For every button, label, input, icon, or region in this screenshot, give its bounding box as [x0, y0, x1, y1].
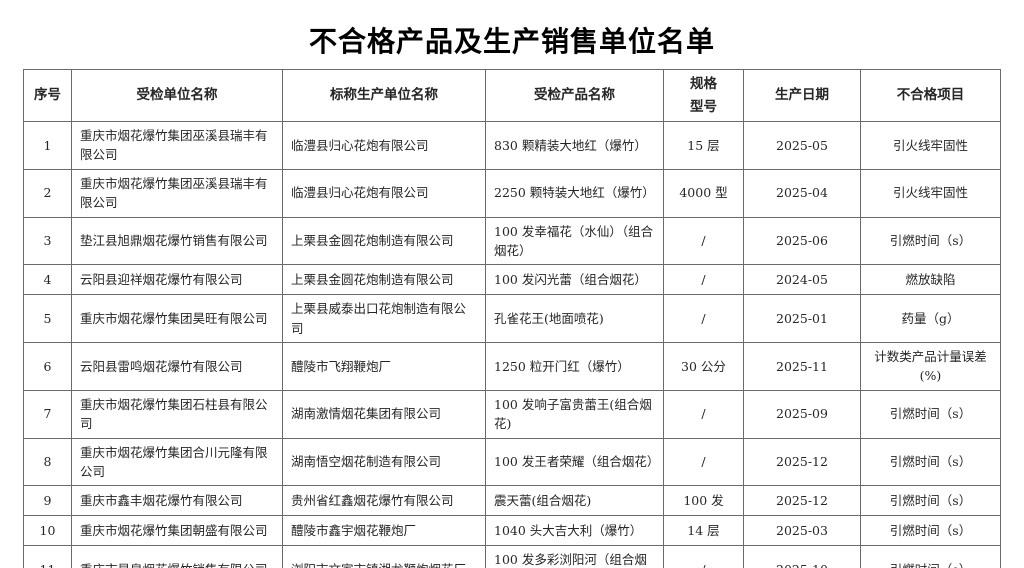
- cell-defect-item: 引燃时间（s）: [860, 545, 1001, 568]
- header-spec: 规格 型号: [663, 69, 744, 122]
- cell-spec: /: [663, 389, 744, 439]
- cell-defect-item: 燃放缺陷: [860, 264, 1001, 296]
- cell-inspected-unit: 云阳县雷鸣烟花爆竹有限公司: [71, 342, 283, 391]
- cell-spec: 15 层: [663, 121, 744, 170]
- cell-defect-item: 引燃时间（s）: [860, 485, 1001, 517]
- cell-production-date: 2025-03: [743, 515, 861, 547]
- cell-product: 100 发王者荣耀（组合烟花）: [485, 437, 664, 487]
- header-inspected-unit: 受检单位名称: [71, 69, 283, 122]
- cell-spec: 4000 型: [663, 168, 744, 218]
- table-row: 11重庆市星泉烟花爆竹销售有限公司浏阳市文家市镇湘龙鞭炮烟花厂100 发多彩浏阳…: [23, 545, 1001, 568]
- cell-producer: 临澧县归心花炮有限公司: [282, 168, 486, 218]
- cell-production-date: 2024-05: [743, 264, 861, 296]
- cell-product: 孔雀花王(地面喷花): [485, 294, 664, 343]
- cell-inspected-unit: 重庆市烟花爆竹集团合川元隆有限公司: [71, 437, 283, 487]
- cell-product: 震天蕾(组合烟花): [485, 485, 664, 517]
- cell-index: 7: [23, 389, 72, 439]
- cell-inspected-unit: 重庆市烟花爆竹集团石柱县有限公司: [71, 389, 283, 439]
- cell-inspected-unit: 重庆市星泉烟花爆竹销售有限公司: [71, 545, 283, 568]
- cell-index: 1: [23, 121, 72, 170]
- cell-inspected-unit: 重庆市鑫丰烟花爆竹有限公司: [71, 485, 283, 517]
- header-index: 序号: [23, 69, 72, 122]
- cell-index: 8: [23, 437, 72, 487]
- header-product: 受检产品名称: [485, 69, 664, 122]
- table-header-row: 序号 受检单位名称 标称生产单位名称 受检产品名称 规格 型号 生产日期 不合格…: [23, 69, 1001, 122]
- cell-product: 1040 头大吉大利（爆竹）: [485, 515, 664, 547]
- cell-index: 2: [23, 168, 72, 218]
- cell-index: 6: [23, 342, 72, 391]
- page-title: 不合格产品及生产销售单位名单: [308, 25, 715, 58]
- table-row: 2 重庆市烟花爆竹集团巫溪县瑞丰有限公司 临澧县归心花炮有限公司 2250 颗特装大地…: [23, 168, 1001, 218]
- cell-index: 10: [23, 515, 72, 547]
- cell-production-date: 2025-05: [743, 121, 861, 170]
- cell-spec: 100 发: [663, 485, 744, 517]
- table-row: 6 云阳县雷鸣烟花爆竹有限公司 醴陵市飞翔鞭炮厂 1250 粒开门红（爆竹） 30 公分…: [23, 342, 1001, 391]
- cell-defect-item: 引燃时间（s）: [860, 216, 1001, 266]
- cell-inspected-unit: 重庆市烟花爆竹集团朝盛有限公司: [71, 515, 283, 547]
- cell-production-date: 2025-10: [743, 545, 861, 568]
- cell-product: 100 发响子富贵蕾王(组合烟花): [485, 389, 664, 439]
- table-row: 7 重庆市烟花爆竹集团石柱县有限公司 湖南激情烟花集团有限公司 100 发响子富贵蕾王…: [23, 389, 1001, 439]
- cell-product: 100 发幸福花（水仙）（组合烟花）: [485, 216, 664, 266]
- cell-index: 9: [23, 485, 72, 517]
- cell-production-date: 2025-04: [743, 168, 861, 218]
- cell-inspected-unit: 重庆市烟花爆竹集团巫溪县瑞丰有限公司: [71, 168, 283, 218]
- cell-product: 830 颗精装大地红（爆竹）: [485, 121, 664, 170]
- cell-production-date: 2025-12: [743, 485, 861, 517]
- cell-producer: 贵州省红鑫烟花爆竹有限公司: [282, 485, 486, 517]
- header-defect-item: 不合格项目: [860, 69, 1001, 122]
- cell-inspected-unit: 重庆市烟花爆竹集团巫溪县瑞丰有限公司: [71, 121, 283, 170]
- cell-defect-item: 引火线牢固性: [860, 121, 1001, 170]
- cell-production-date: 2025-11: [743, 342, 861, 391]
- cell-production-date: 2025-06: [743, 216, 861, 266]
- cell-producer: 上栗县金圆花炮制造有限公司: [282, 264, 486, 296]
- cell-spec: /: [663, 437, 744, 487]
- cell-defect-item: 引燃时间（s）: [860, 515, 1001, 547]
- cell-production-date: 2025-12: [743, 437, 861, 487]
- header-production-date: 生产日期: [743, 69, 861, 122]
- cell-defect-item: 引燃时间（s）: [860, 437, 1001, 487]
- cell-spec: /: [663, 216, 744, 266]
- cell-inspected-unit: 垫江县旭鼎烟花爆竹销售有限公司: [71, 216, 283, 266]
- cell-product: 100 发多彩浏阳河（组合烟花）: [485, 545, 664, 568]
- table-row: 9 重庆市鑫丰烟花爆竹有限公司 贵州省红鑫烟花爆竹有限公司 震天蕾(组合烟花) 100 …: [23, 485, 1001, 517]
- table-row: 4 云阳县迎祥烟花爆竹有限公司 上栗县金圆花炮制造有限公司 100 发闪光蕾（组合烟花…: [23, 264, 1001, 296]
- cell-producer: 湖南悟空烟花制造有限公司: [282, 437, 486, 487]
- cell-inspected-unit: 重庆市烟花爆竹集团昊旺有限公司: [71, 294, 283, 343]
- cell-defect-item: 引燃时间（s）: [860, 389, 1001, 439]
- table-row: 8 重庆市烟花爆竹集团合川元隆有限公司 湖南悟空烟花制造有限公司 100 发王者荣耀（…: [23, 437, 1001, 487]
- cell-producer: 浏阳市文家市镇湘龙鞭炮烟花厂: [282, 545, 486, 568]
- cell-index: 5: [23, 294, 72, 343]
- cell-producer: 临澧县归心花炮有限公司: [282, 121, 486, 170]
- cell-defect-item: 引火线牢固性: [860, 168, 1001, 218]
- cell-producer: 醴陵市鑫宇烟花鞭炮厂: [282, 515, 486, 547]
- cell-production-date: 2025-01: [743, 294, 861, 343]
- cell-producer: 上栗县威泰出口花炮制造有限公司: [282, 294, 486, 343]
- header-producer: 标称生产单位名称: [282, 69, 486, 122]
- cell-spec: /: [663, 294, 744, 343]
- cell-index: 11: [23, 545, 72, 568]
- cell-inspected-unit: 云阳县迎祥烟花爆竹有限公司: [71, 264, 283, 296]
- table-row: 1 重庆市烟花爆竹集团巫溪县瑞丰有限公司 临澧县归心花炮有限公司 830 颗精装大地红…: [23, 121, 1001, 170]
- cell-producer: 上栗县金圆花炮制造有限公司: [282, 216, 486, 266]
- cell-producer: 醴陵市飞翔鞭炮厂: [282, 342, 486, 391]
- cell-spec: 30 公分: [663, 342, 744, 391]
- cell-spec: /: [663, 264, 744, 296]
- cell-product: 2250 颗特装大地红（爆竹）: [485, 168, 664, 218]
- table-row: 3 垫江县旭鼎烟花爆竹销售有限公司 上栗县金圆花炮制造有限公司 100 发幸福花（水仙…: [23, 216, 1001, 266]
- table-row: 10 重庆市烟花爆竹集团朝盛有限公司 醴陵市鑫宇烟花鞭炮厂 1040 头大吉大利（爆竹…: [23, 515, 1001, 547]
- cell-spec: /: [663, 545, 744, 568]
- cell-spec: 14 层: [663, 515, 744, 547]
- cell-production-date: 2025-09: [743, 389, 861, 439]
- cell-defect-item: 计数类产品计量误差(%): [860, 342, 1001, 391]
- cell-defect-item: 药量（g）: [860, 294, 1001, 343]
- table-row: 5 重庆市烟花爆竹集团昊旺有限公司 上栗县威泰出口花炮制造有限公司 孔雀花王(地面喷花…: [23, 294, 1001, 343]
- cell-product: 100 发闪光蕾（组合烟花）: [485, 264, 664, 296]
- cell-index: 3: [23, 216, 72, 266]
- defective-products-table: 序号 受检单位名称 标称生产单位名称 受检产品名称 规格 型号 生产日期 不合格…: [23, 69, 1001, 568]
- cell-product: 1250 粒开门红（爆竹）: [485, 342, 664, 391]
- cell-index: 4: [23, 264, 72, 296]
- cell-producer: 湖南激情烟花集团有限公司: [282, 389, 486, 439]
